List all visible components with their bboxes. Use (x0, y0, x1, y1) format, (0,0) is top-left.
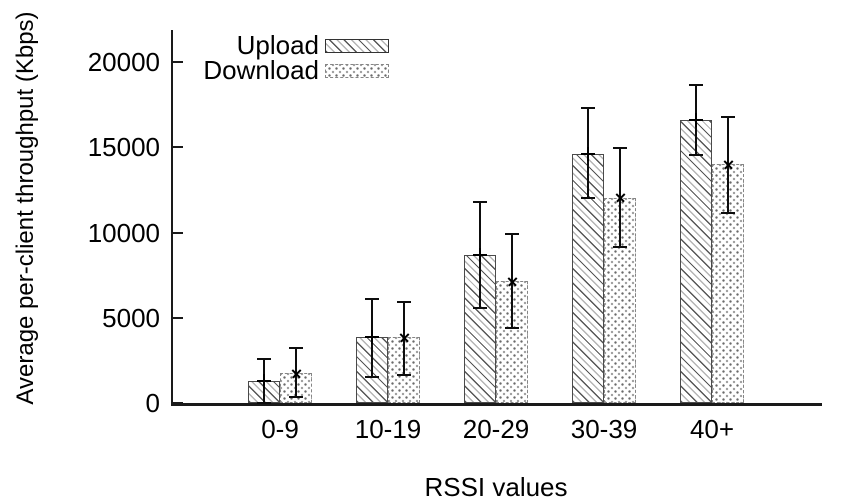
legend-label-download: Download (203, 55, 319, 85)
marker-plus-0-9 (257, 373, 271, 388)
x-tick-label: 0-9 (261, 414, 299, 444)
y-tick-mark (173, 61, 183, 63)
legend-swatch-download (325, 63, 389, 78)
error-bar-cap-top (257, 357, 271, 360)
y-tick-mark (173, 402, 183, 404)
error-bar-cap-top (505, 233, 519, 236)
x-axis-title: RSSI values (424, 472, 568, 502)
y-tick-label: 15000 (87, 132, 160, 163)
y-tick-mark (173, 146, 183, 149)
marker-stroke-v (479, 247, 481, 262)
legend-label-upload: Upload (236, 30, 319, 60)
y-tick-label: 20000 (87, 47, 160, 77)
error-bar-cap-top (365, 297, 379, 300)
error-bar-cap-bottom (397, 373, 411, 376)
y-tick-label: 5000 (102, 302, 160, 333)
marker-stroke-v (371, 330, 373, 345)
y-tick-label: 10000 (87, 217, 160, 248)
marker-plus-40+ (689, 112, 703, 127)
error-bar-cap-bottom (257, 402, 271, 404)
x-tick-label: 20-29 (462, 414, 530, 444)
error-bar-cap-bottom (689, 153, 703, 156)
x-tick-label: 40+ (689, 414, 735, 444)
marker-plus-20-29 (473, 247, 487, 262)
legend-row-upload: Upload (149, 30, 389, 60)
error-bar-cap-top (289, 346, 303, 349)
marker-stroke-v (263, 373, 265, 388)
error-bar-cap-top (689, 84, 703, 87)
legend-swatch-upload (325, 38, 389, 53)
x-axis-line (171, 403, 822, 406)
y-axis-line (171, 30, 173, 406)
error-bar-cap-top (473, 200, 487, 203)
y-tick-mark (173, 316, 183, 319)
error-bar-cap-top (613, 147, 627, 150)
marker-stroke-v (695, 112, 697, 127)
error-bar-cap-bottom (505, 326, 519, 329)
error-bar-cap-top (721, 116, 735, 119)
error-bar-cap-bottom (289, 396, 303, 399)
x-tick-label: 30-39 (570, 414, 638, 444)
legend: Upload Download (149, 30, 389, 85)
marker-stroke-v (587, 147, 589, 162)
y-tick-label: 0 (145, 388, 160, 418)
marker-plus-10-19 (365, 330, 379, 345)
error-bar-cap-bottom (581, 197, 595, 200)
error-bar-cap-bottom (721, 211, 735, 214)
error-bar-cap-bottom (613, 245, 627, 248)
y-tick-mark (173, 231, 183, 234)
bar-upload-40+ (680, 119, 712, 403)
x-tick-label: 10-19 (354, 414, 422, 444)
marker-plus-30-39 (581, 147, 595, 162)
error-bar-cap-top (397, 300, 411, 303)
error-bar-cap-top (581, 107, 595, 110)
error-bar-cap-bottom (473, 306, 487, 309)
error-bar-cap-bottom (365, 375, 379, 378)
legend-row-download: Download (149, 55, 389, 85)
